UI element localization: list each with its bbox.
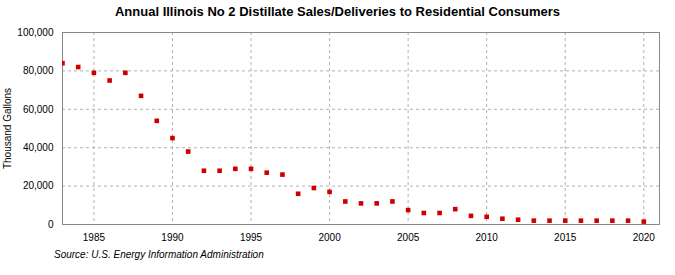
svg-text:2020: 2020 [633,232,656,243]
svg-text:20,000: 20,000 [23,180,54,191]
svg-text:40,000: 40,000 [23,142,54,153]
svg-text:100,000: 100,000 [17,27,54,38]
html-text:Annual Illinois No 2 Distillat: Annual Illinois No 2 Distillate Sales/De… [115,4,560,19]
svg-text:2015: 2015 [554,232,577,243]
svg-text:80,000: 80,000 [23,65,54,76]
svg-text:2000: 2000 [318,232,341,243]
svg-text:0: 0 [48,219,54,230]
svg-text:2010: 2010 [476,232,499,243]
html-text:Source: U.S. Energy Informatio: Source: U.S. Energy Information Administ… [54,249,264,260]
svg-text:1995: 1995 [240,232,263,243]
svg-text:Thousand Gallons: Thousand Gallons [2,88,13,169]
svg-text:2005: 2005 [397,232,420,243]
svg-text:60,000: 60,000 [23,104,54,115]
svg-text:1990: 1990 [161,232,184,243]
svg-text:1985: 1985 [83,232,106,243]
